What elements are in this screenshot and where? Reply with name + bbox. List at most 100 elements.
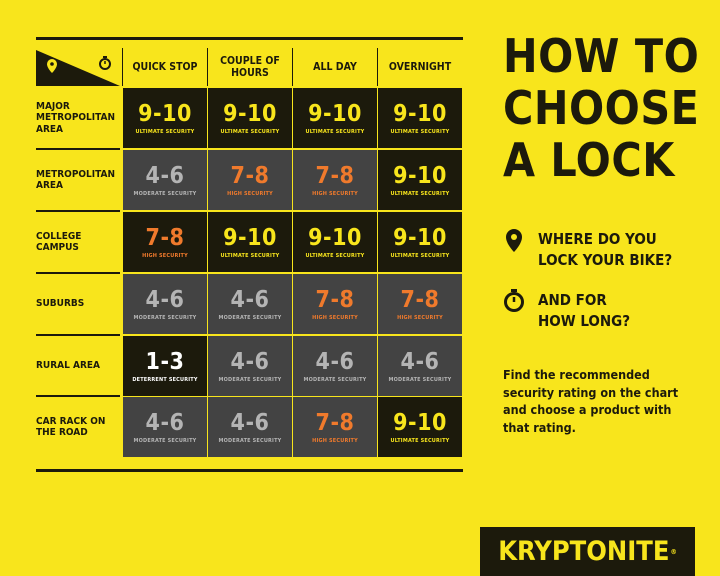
rating-cell: 9-10 ULTIMATE SECURITY xyxy=(293,88,377,148)
security-level: ULTIMATE SECURITY xyxy=(220,128,280,135)
rating-cell: 9-10 ULTIMATE SECURITY xyxy=(208,212,292,272)
security-level: HIGH SECURITY xyxy=(312,314,358,321)
row-label: CAR RACK ON THE ROAD xyxy=(36,415,106,439)
security-level: MODERATE SECURITY xyxy=(133,437,197,444)
rating-value: 4-6 xyxy=(315,348,355,375)
row-label: MAJOR METROPOLITAN AREA xyxy=(36,100,115,135)
rating-value: 9-10 xyxy=(223,224,277,251)
row-divider xyxy=(36,148,120,150)
rating-cell: 7-8 HIGH SECURITY xyxy=(293,274,377,334)
rating-cell: 7-8 HIGH SECURITY xyxy=(378,274,462,334)
rating-value: 4-6 xyxy=(145,286,185,313)
rating-cell: 4-6 MODERATE SECURITY xyxy=(123,397,207,457)
row-label: RURAL AREA xyxy=(36,360,100,372)
rating-cell: 7-8 HIGH SECURITY xyxy=(123,212,207,272)
rating-cell: 7-8 HIGH SECURITY xyxy=(293,397,377,457)
rating-value: 9-10 xyxy=(308,224,362,251)
question-line: LOCK YOUR BIKE? xyxy=(538,251,673,269)
security-level: ULTIMATE SECURITY xyxy=(390,252,450,259)
bottom-rule xyxy=(36,469,463,472)
rating-value: 7-8 xyxy=(315,286,355,313)
page-title: HOW TO CHOOSE A LOCK xyxy=(503,30,699,186)
security-level: HIGH SECURITY xyxy=(312,190,358,197)
description: Find the recommended security rating on … xyxy=(503,367,679,435)
rating-value: 9-10 xyxy=(223,100,277,127)
question-line: AND FOR xyxy=(538,291,607,309)
how-long-question: AND FOR HOW LONG? xyxy=(538,290,630,332)
column-header: QUICK STOP xyxy=(122,48,207,86)
security-level: ULTIMATE SECURITY xyxy=(305,128,365,135)
title-line: A LOCK xyxy=(503,133,675,187)
rating-cell: 4-6 MODERATE SECURITY xyxy=(123,274,207,334)
security-level: HIGH SECURITY xyxy=(142,252,188,259)
security-level: MODERATE SECURITY xyxy=(218,314,282,321)
rating-value: 1-3 xyxy=(145,348,185,375)
rating-value: 4-6 xyxy=(400,348,440,375)
rating-cell: 9-10 ULTIMATE SECURITY xyxy=(378,150,462,210)
rating-cell: 9-10 ULTIMATE SECURITY xyxy=(378,88,462,148)
security-level: ULTIMATE SECURITY xyxy=(305,252,365,259)
rating-cell: 9-10 ULTIMATE SECURITY xyxy=(123,88,207,148)
stopwatch-icon xyxy=(99,56,111,70)
rating-cell: 9-10 ULTIMATE SECURITY xyxy=(378,397,462,457)
rating-value: 7-8 xyxy=(315,409,355,436)
security-level: ULTIMATE SECURITY xyxy=(220,252,280,259)
rating-cell: 9-10 ULTIMATE SECURITY xyxy=(378,212,462,272)
rating-cell: 7-8 HIGH SECURITY xyxy=(293,150,377,210)
security-level: DETERRENT SECURITY xyxy=(132,376,198,383)
rating-cell: 4-6 MODERATE SECURITY xyxy=(208,336,292,396)
title-line: HOW TO xyxy=(503,29,700,83)
rating-cell: 4-6 MODERATE SECURITY xyxy=(293,336,377,396)
security-level: HIGH SECURITY xyxy=(227,190,273,197)
table-corner xyxy=(36,50,120,86)
rating-value: 9-10 xyxy=(393,224,447,251)
security-level: ULTIMATE SECURITY xyxy=(390,128,450,135)
rating-value: 9-10 xyxy=(393,100,447,127)
rating-value: 7-8 xyxy=(400,286,440,313)
row-divider xyxy=(36,395,120,397)
stopwatch-icon xyxy=(504,289,524,312)
security-level: HIGH SECURITY xyxy=(397,314,443,321)
security-level: ULTIMATE SECURITY xyxy=(390,437,450,444)
rating-value: 7-8 xyxy=(315,162,355,189)
security-level: MODERATE SECURITY xyxy=(133,314,197,321)
rating-value: 4-6 xyxy=(230,286,270,313)
question-line: WHERE DO YOU xyxy=(538,230,657,248)
column-header: OVERNIGHT xyxy=(377,48,462,86)
row-label: COLLEGE CAMPUS xyxy=(36,230,82,254)
rating-value: 7-8 xyxy=(145,224,185,251)
kryptonite-logo: KRYPTONITE ® xyxy=(480,527,695,576)
security-level: MODERATE SECURITY xyxy=(218,437,282,444)
column-header: ALL DAY xyxy=(292,48,377,86)
rating-value: 4-6 xyxy=(230,348,270,375)
logo-text: KRYPTONITE xyxy=(498,536,670,567)
security-level: MODERATE SECURITY xyxy=(133,190,197,197)
question-line: HOW LONG? xyxy=(538,312,631,330)
row-divider xyxy=(36,334,120,336)
row-divider xyxy=(36,210,120,212)
security-level: ULTIMATE SECURITY xyxy=(390,190,450,197)
security-level: MODERATE SECURITY xyxy=(218,376,282,383)
rating-cell: 4-6 MODERATE SECURITY xyxy=(208,274,292,334)
security-level: MODERATE SECURITY xyxy=(388,376,452,383)
location-pin-icon xyxy=(47,59,57,73)
rating-cell: 4-6 MODERATE SECURITY xyxy=(208,397,292,457)
rating-value: 9-10 xyxy=(393,409,447,436)
rating-value: 9-10 xyxy=(308,100,362,127)
location-pin-icon xyxy=(506,229,522,252)
rating-value: 9-10 xyxy=(138,100,192,127)
rating-cell: 4-6 MODERATE SECURITY xyxy=(123,150,207,210)
rating-cell: 4-6 MODERATE SECURITY xyxy=(378,336,462,396)
row-label: SUBURBS xyxy=(36,298,85,310)
column-header: COUPLE OF HOURS xyxy=(207,48,292,86)
where-question: WHERE DO YOU LOCK YOUR BIKE? xyxy=(538,229,672,271)
row-divider xyxy=(36,272,120,274)
title-line: CHOOSE xyxy=(503,81,700,135)
top-rule xyxy=(36,37,463,40)
rating-cell: 9-10 ULTIMATE SECURITY xyxy=(208,88,292,148)
rating-value: 7-8 xyxy=(230,162,270,189)
security-level: MODERATE SECURITY xyxy=(303,376,367,383)
row-label: METROPOLITAN AREA xyxy=(36,168,115,192)
rating-cell: 1-3 DETERRENT SECURITY xyxy=(123,336,207,396)
security-level: ULTIMATE SECURITY xyxy=(135,128,195,135)
